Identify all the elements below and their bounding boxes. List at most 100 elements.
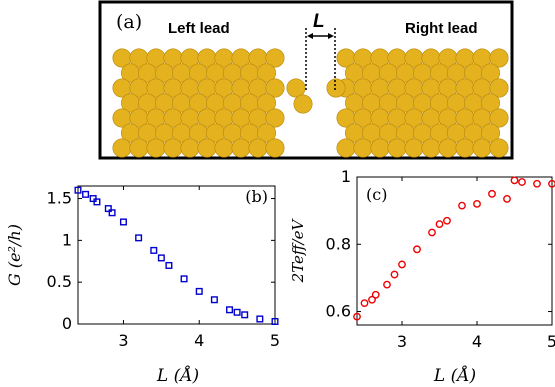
y-tick-label: 0.8 <box>326 234 351 253</box>
data-point <box>413 245 421 254</box>
data-point <box>150 246 158 254</box>
gap-label: L <box>313 11 325 32</box>
data-point <box>533 179 541 188</box>
data-point <box>108 209 116 217</box>
gold-atom <box>455 138 475 158</box>
gold-atom <box>353 138 373 158</box>
data-point <box>398 260 406 269</box>
data-point <box>256 315 264 323</box>
gold-atom <box>214 138 234 158</box>
gold-atom <box>248 138 268 158</box>
data-point <box>390 270 399 279</box>
data-point <box>368 295 376 304</box>
gold-atom <box>336 138 356 158</box>
gold-atom <box>265 48 285 68</box>
x-tick-label: 4 <box>194 331 204 350</box>
panel-a: (a) Left lead Right lead L <box>98 0 514 160</box>
x-tick-label: 3 <box>118 331 128 350</box>
data-point <box>104 205 112 213</box>
panel-b-xlabel: L (Å) <box>156 365 199 386</box>
gold-atom <box>265 138 285 158</box>
data-point <box>93 198 101 206</box>
panel-b-ticks: 3 4 5 0 0.5 1 1.5 <box>47 186 280 350</box>
panel-c-chart: 3 4 5 0.6 0.8 1 (c) L (Å) 2Teff/eV <box>289 167 555 386</box>
data-point <box>74 186 82 194</box>
gold-atom <box>421 138 441 158</box>
data-point <box>435 220 444 228</box>
panel-b-axes-frame <box>77 185 276 325</box>
x-tick-label: 4 <box>472 332 482 351</box>
data-point <box>180 275 188 283</box>
y-tick-label: 0 <box>62 314 72 333</box>
gold-atom <box>265 108 285 128</box>
gold-atom <box>480 123 500 143</box>
panel-c-ylabel: 2Teff/eV <box>289 218 307 284</box>
data-point <box>271 317 279 325</box>
gold-atom <box>231 138 251 158</box>
gold-atom <box>489 78 509 98</box>
left-lead-label: Left lead <box>168 20 230 37</box>
gold-atom <box>180 138 200 158</box>
data-point <box>548 179 555 188</box>
y-tick-label: 1 <box>62 230 72 249</box>
gold-atom <box>387 138 407 158</box>
gold-atom <box>286 78 306 98</box>
data-point <box>443 216 451 225</box>
y-tick-label: 1 <box>341 167 351 186</box>
data-point <box>241 311 249 319</box>
data-point <box>371 290 380 299</box>
panel-b-chart: 3 4 5 0 0.5 1 1.5 (b) L (Å) G (e²/h) <box>5 185 280 386</box>
panel-c-xlabel: L (Å) <box>433 365 476 386</box>
panel-c-tag: (c) <box>366 185 387 204</box>
panel-b-points <box>74 186 279 325</box>
gap-arrow-head-right <box>328 33 334 39</box>
data-point <box>503 194 511 203</box>
panel-c-axes-frame <box>356 176 553 326</box>
x-tick-label: 3 <box>397 332 407 351</box>
data-point <box>226 306 234 314</box>
gold-atom <box>129 138 149 158</box>
gold-atom <box>256 93 276 113</box>
gold-atom <box>438 138 458 158</box>
data-point <box>119 218 127 226</box>
gold-atom <box>489 138 509 158</box>
gold-atom <box>489 48 509 68</box>
y-tick-label: 1.5 <box>47 189 72 208</box>
data-point <box>233 308 241 316</box>
data-point <box>383 280 391 289</box>
gold-atom <box>472 138 492 158</box>
gold-atom <box>480 93 500 113</box>
panel-b-ylabel: G (e²/h) <box>5 224 24 286</box>
data-point <box>82 190 90 198</box>
gold-atom <box>163 138 183 158</box>
data-point <box>458 201 466 210</box>
x-tick-label: 5 <box>547 332 555 351</box>
panel-c-ticks: 3 4 5 0.6 0.8 1 <box>326 167 555 351</box>
gold-atom <box>146 138 166 158</box>
data-point <box>165 261 173 269</box>
data-point <box>488 189 496 198</box>
y-tick-label: 0.5 <box>47 272 72 291</box>
data-point <box>360 299 369 308</box>
data-point <box>428 228 436 237</box>
y-tick-label: 0.6 <box>326 302 351 321</box>
gold-atom <box>404 138 424 158</box>
gold-atom <box>293 94 313 114</box>
gold-atom <box>326 78 346 98</box>
gold-atom <box>256 63 276 83</box>
data-point <box>157 254 165 262</box>
gold-atom <box>480 63 500 83</box>
data-point <box>518 178 526 186</box>
right-lead-label: Right lead <box>405 20 478 37</box>
data-point <box>510 176 519 185</box>
gold-atoms <box>112 48 509 158</box>
gold-atom <box>489 108 509 128</box>
x-tick-label: 5 <box>270 331 280 350</box>
gap-arrow-head-left <box>307 33 313 39</box>
data-point <box>210 296 218 304</box>
panel-c-points <box>353 176 555 321</box>
panel-b-tag: (b) <box>245 187 268 206</box>
gold-atom <box>265 78 285 98</box>
data-point <box>473 200 481 208</box>
